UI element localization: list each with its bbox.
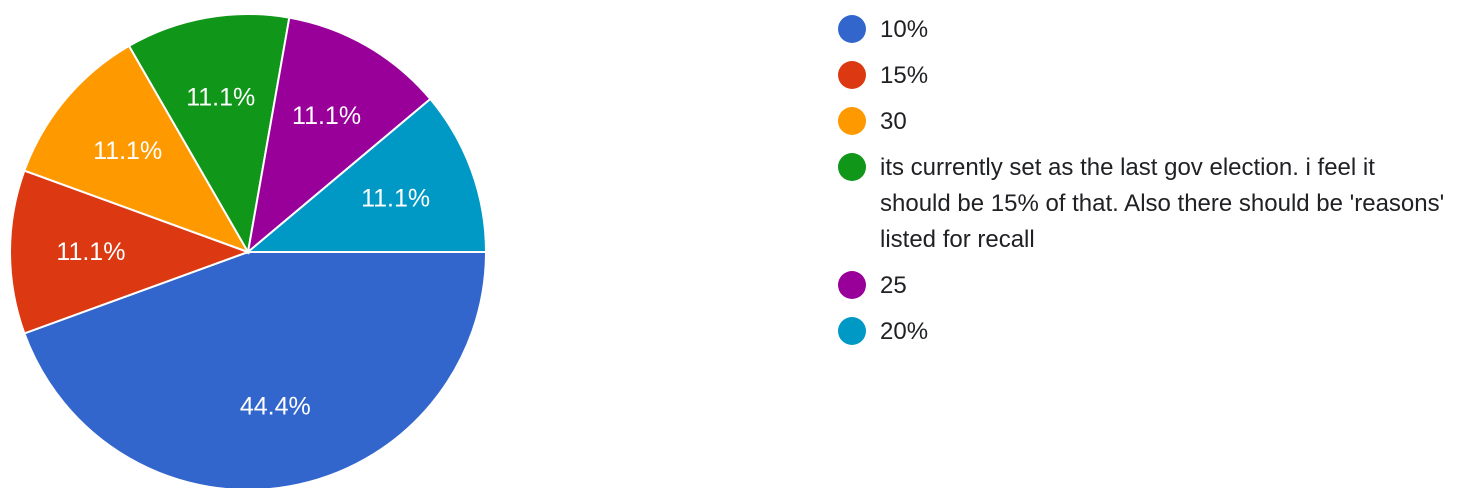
pie-slice-3[interactable] xyxy=(127,13,291,255)
legend-swatch-2 xyxy=(838,107,866,135)
pie-slice-5[interactable] xyxy=(245,97,488,253)
legend-swatch-5 xyxy=(838,317,866,345)
legend-label-2: 30 xyxy=(880,108,907,135)
pie-slice-2[interactable] xyxy=(23,44,251,254)
legend-swatch-1 xyxy=(838,61,866,89)
legend: 10% 15% 30 its currently set as the last go… xyxy=(838,12,1448,360)
slice-label-2: 11.1% xyxy=(93,137,162,165)
legend-swatch-0 xyxy=(838,15,866,43)
slice-label-1: 11.1% xyxy=(56,238,125,266)
legend-item-2[interactable]: 30 xyxy=(838,104,1448,140)
legend-item-3[interactable]: its currently set as the last gov electi… xyxy=(838,150,1448,258)
pie-slice-4[interactable] xyxy=(246,16,432,255)
legend-label-0: 10% xyxy=(880,16,929,43)
legend-item-4[interactable]: 25 xyxy=(838,268,1448,304)
pie-chart: 44.4% 11.1% 11.1% 11.1% 11.1% 11.1% xyxy=(9,13,488,488)
pie-slice-1[interactable] xyxy=(9,169,251,335)
slice-label-4: 11.1% xyxy=(292,102,361,130)
legend-swatch-3 xyxy=(838,153,866,181)
legend-label-1: 15% xyxy=(880,62,929,89)
legend-swatch-4 xyxy=(838,271,866,299)
pie-slice-0[interactable] xyxy=(23,251,488,488)
legend-item-5[interactable]: 20% xyxy=(838,314,1448,350)
legend-label-3: its currently set as the last gov electi… xyxy=(880,154,1445,253)
slice-label-0: 44.4% xyxy=(240,393,311,421)
slice-label-3: 11.1% xyxy=(186,83,255,111)
legend-label-5: 20% xyxy=(880,318,929,345)
legend-label-4: 25 xyxy=(880,272,907,299)
legend-item-1[interactable]: 15% xyxy=(838,58,1448,94)
legend-item-0[interactable]: 10% xyxy=(838,12,1448,48)
slice-label-5: 11.1% xyxy=(361,184,430,212)
